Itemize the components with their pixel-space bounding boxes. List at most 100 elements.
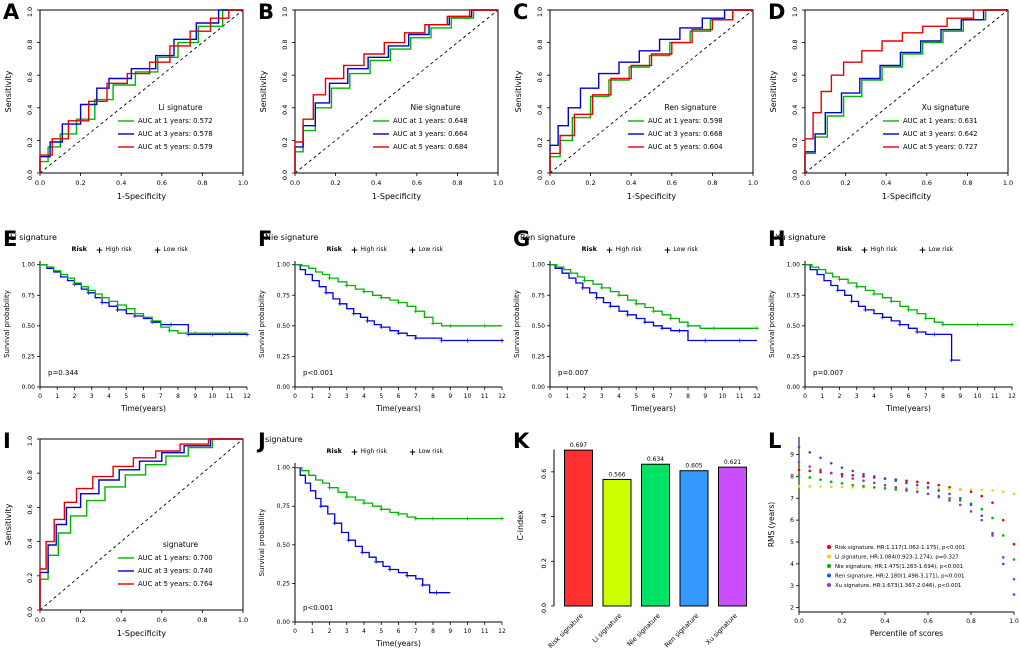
svg-text:Sensitivity: Sensitivity [514,70,523,112]
panel-letter: D [768,0,786,24]
svg-text:1.0: 1.0 [26,7,34,17]
svg-text:0.2: 0.2 [26,137,34,147]
svg-text:0.25: 0.25 [22,353,36,360]
svg-text:Ren signature: Ren signature [663,612,700,649]
svg-text:0.2: 0.2 [840,179,850,187]
svg-text:2: 2 [583,393,587,400]
svg-text:AUC at 1 years: 0.598: AUC at 1 years: 0.598 [648,117,723,125]
svg-text:3: 3 [855,393,859,400]
svg-text:0.8: 0.8 [536,39,544,49]
svg-text:2: 2 [73,393,77,400]
svg-text:10: 10 [974,393,982,400]
svg-text:4: 4 [617,393,621,400]
svg-text:1-Specificity: 1-Specificity [882,192,931,201]
svg-text:+: + [154,246,162,256]
svg-text:0.0: 0.0 [540,603,548,613]
svg-text:1.0: 1.0 [238,179,248,187]
svg-text:0.4: 0.4 [26,105,34,115]
svg-text:0.2: 0.2 [330,179,340,187]
panel-J: J 0.00 0.25 0.50 0.75 1.00 0 1 2 3 4 5 6 7 8 9 10 11 12 sig… [255,429,510,664]
panel-letter: G [513,227,531,251]
svg-text:10: 10 [719,393,727,400]
svg-text:12: 12 [1008,393,1016,400]
svg-text:11: 11 [226,393,234,400]
svg-text:4: 4 [362,393,366,400]
svg-text:0.8: 0.8 [966,618,976,625]
svg-text:0.00: 0.00 [277,384,291,391]
panel-letter: L [768,429,782,453]
svg-text:Ren signature: Ren signature [520,233,575,242]
svg-text:AUC at 5 years: 0.764: AUC at 5 years: 0.764 [138,580,213,588]
svg-text:+: + [409,246,417,256]
svg-text:Risk signature, HR:1.117(1.062: Risk signature, HR:1.117(1.062-1.175), p… [835,545,965,551]
svg-text:9: 9 [958,393,962,400]
panel-F: F 0.00 0.25 0.50 0.75 1.00 0 1 2 3 4 5 6 7 8 9 10 11 12 Nie… [255,227,510,429]
svg-text:12: 12 [498,628,506,635]
svg-text:11: 11 [481,628,489,635]
svg-text:0.6: 0.6 [922,179,932,187]
svg-text:0.4: 0.4 [371,179,381,187]
svg-text:RMS (years): RMS (years) [767,502,776,547]
svg-text:0.50: 0.50 [532,323,546,330]
panel-letter: H [768,227,786,251]
svg-text:6: 6 [397,628,401,635]
svg-text:12: 12 [498,393,506,400]
svg-text:0.4: 0.4 [26,538,34,548]
svg-text:+: + [606,246,614,256]
svg-text:Risk: Risk [327,447,343,455]
svg-text:9: 9 [790,452,794,459]
svg-text:7: 7 [669,393,673,400]
svg-text:Li signature: Li signature [159,103,203,112]
roc-chart-nie: 0.00.0 0.2 0.2 0.4 0.4 0.6 0.6 0.8 0.8 1.0 1.0 1-Sp… [259,7,503,201]
svg-text:Percentile of scores: Percentile of scores [870,629,943,638]
svg-text:0.697: 0.697 [570,442,587,449]
svg-text:AUC at 3 years: 0.642: AUC at 3 years: 0.642 [903,130,978,138]
svg-text:0.00: 0.00 [787,384,801,391]
svg-text:AUC at 5 years: 0.684: AUC at 5 years: 0.684 [393,143,468,151]
svg-text:0.2: 0.2 [536,137,544,147]
svg-text:1: 1 [820,393,824,400]
svg-text:1.00: 1.00 [277,262,291,269]
svg-text:0.6: 0.6 [157,616,167,624]
svg-text:8: 8 [431,393,435,400]
panel-letter: F [258,227,273,251]
svg-text:Xu signature, HR:1.673(1.367-2: Xu signature, HR:1.673(1.367-2.046), p<0… [835,583,961,589]
svg-text:0: 0 [293,393,297,400]
svg-text:p<0.001: p<0.001 [303,369,333,377]
svg-text:3: 3 [345,393,349,400]
svg-text:Sensitivity: Sensitivity [4,503,13,545]
svg-text:0: 0 [38,393,42,400]
svg-text:+: + [351,448,359,458]
panel-B: B 0.0 0.0 0.2 0.2 0.4 0.4 0.6 0.6 0.8 0.8 1.0 1.0 1-S… [255,0,510,227]
svg-text:12: 12 [243,393,251,400]
svg-text:Nie signature: Nie signature [265,233,318,242]
svg-text:1.0: 1.0 [493,179,503,187]
svg-text:0.2: 0.2 [837,618,847,625]
km-chart-ren: 0.000.250.500.751.000 1 2 3 4 5 6 7 8 9 10 11 12Ren … [513,233,761,413]
svg-text:0.75: 0.75 [22,292,36,299]
svg-text:Low risk: Low risk [419,448,444,455]
svg-text:0.50: 0.50 [787,323,801,330]
svg-text:Li signature, HR:1.084(0.923-1: Li signature, HR:1.084(0.923-1.274), p=0… [835,555,959,561]
svg-text:0.8: 0.8 [26,39,34,49]
svg-text:3: 3 [790,583,794,590]
panel-A: A 0.0 0.0 0.2 0.2 0.4 0.4 0.6 0.6 0.8 0.8 1.0 1.0 1-S… [0,0,255,227]
svg-text:1-Specificity: 1-Specificity [117,629,166,638]
svg-text:10: 10 [464,393,472,400]
svg-text:0.50: 0.50 [277,542,291,549]
svg-text:Sensitivity: Sensitivity [259,70,268,112]
svg-text:AUC at 3 years: 0.664: AUC at 3 years: 0.664 [393,130,468,138]
svg-text:1: 1 [310,628,314,635]
svg-text:Nie signature, HR:1.475(1.283-: Nie signature, HR:1.475(1.283-1.694), p<… [835,564,963,570]
svg-text:0.2: 0.2 [585,179,595,187]
svg-text:Survival probability: Survival probability [258,290,266,358]
svg-text:1.0: 1.0 [1009,618,1019,625]
svg-text:2: 2 [790,605,794,612]
svg-text:1.00: 1.00 [277,465,291,472]
svg-text:9: 9 [193,393,197,400]
svg-text:0.2: 0.2 [281,137,289,147]
svg-text:Time(years): Time(years) [120,404,166,413]
svg-text:Low risk: Low risk [164,246,189,253]
